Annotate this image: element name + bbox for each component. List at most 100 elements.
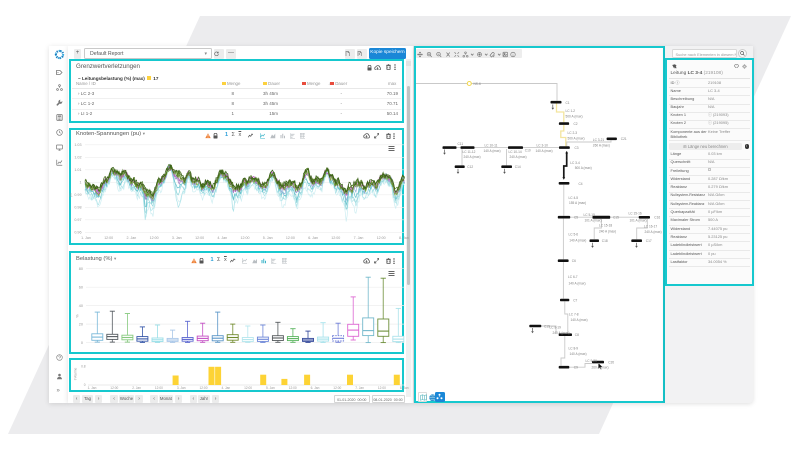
- svg-text:140 A (max): 140 A (max): [571, 318, 588, 322]
- svg-text:C5: C5: [574, 216, 578, 220]
- svg-text:4. Jan: 4. Jan: [221, 386, 230, 390]
- svg-text:5. Jan: 5. Jan: [266, 386, 275, 390]
- svg-text:LC 7-8: LC 7-8: [569, 312, 579, 316]
- svg-text:60: 60: [79, 286, 83, 290]
- svg-text:LC 3-10: LC 3-10: [537, 143, 549, 147]
- svg-text:LC 16-17: LC 16-17: [644, 225, 657, 229]
- svg-text:12:00: 12:00: [195, 236, 204, 240]
- svg-text:500 A (max): 500 A (max): [566, 115, 583, 119]
- svg-text:3. Jan: 3. Jan: [177, 386, 186, 390]
- svg-text:C21: C21: [621, 137, 627, 141]
- svg-text:%: %: [76, 314, 80, 318]
- svg-text:12:00: 12:00: [378, 386, 386, 390]
- svg-text:140 A (max): 140 A (max): [536, 149, 553, 153]
- svg-text:0.8: 0.8: [81, 365, 86, 369]
- svg-text:C17: C17: [646, 239, 652, 243]
- svg-text:12:00: 12:00: [104, 236, 113, 240]
- svg-text:12:00: 12:00: [286, 236, 295, 240]
- svg-text:LC 2-3: LC 2-3: [568, 131, 578, 135]
- svg-text:3. Jan: 3. Jan: [172, 236, 182, 240]
- svg-text:LC 9-20: LC 9-20: [586, 359, 598, 363]
- svg-text:C3: C3: [575, 146, 579, 150]
- svg-text:0: 0: [84, 383, 86, 387]
- svg-text:5. Jan: 5. Jan: [263, 236, 273, 240]
- svg-text:LC 4-5: LC 4-5: [569, 196, 579, 200]
- svg-text:C16: C16: [654, 216, 660, 220]
- svg-text:LC 10-11: LC 10-11: [485, 143, 498, 147]
- svg-text:C7: C7: [573, 299, 577, 303]
- svg-text:12:00: 12:00: [241, 236, 250, 240]
- svg-text:C8: C8: [575, 333, 579, 337]
- svg-text:12:00: 12:00: [150, 236, 159, 240]
- svg-text:LC 15-16: LC 15-16: [629, 212, 642, 216]
- svg-text:12:00: 12:00: [333, 386, 341, 390]
- svg-text:6. Jan: 6. Jan: [311, 386, 320, 390]
- svg-text:2. Jan: 2. Jan: [132, 386, 141, 390]
- svg-text:12:00: 12:00: [110, 386, 118, 390]
- svg-text:12:00: 12:00: [289, 386, 297, 390]
- svg-text:1.02: 1.02: [74, 156, 81, 160]
- svg-text:1.01: 1.01: [74, 168, 81, 172]
- svg-text:1.03: 1.03: [74, 143, 81, 147]
- svg-text:12:00: 12:00: [377, 236, 386, 240]
- svg-text:2. Jan: 2. Jan: [127, 236, 137, 240]
- svg-text:C10: C10: [525, 149, 531, 153]
- svg-text:0.99: 0.99: [74, 193, 81, 197]
- svg-text:1. Jan: 1. Jan: [88, 386, 97, 390]
- svg-text:7. Jan: 7. Jan: [354, 236, 364, 240]
- svg-text:500 A (max): 500 A (max): [575, 166, 592, 170]
- svg-text:12:00: 12:00: [331, 236, 340, 240]
- svg-text:8. Jan: 8. Jan: [399, 236, 409, 240]
- svg-text:C19: C19: [544, 325, 550, 329]
- svg-text:40: 40: [79, 304, 83, 308]
- svg-text:8. Jan: 8. Jan: [400, 386, 409, 390]
- svg-text:12:00: 12:00: [200, 386, 208, 390]
- svg-text:240 A (max): 240 A (max): [645, 230, 662, 234]
- svg-text:240 A (max): 240 A (max): [553, 331, 570, 335]
- svg-text:LC 8-19: LC 8-19: [550, 326, 562, 330]
- svg-text:101 A (max): 101 A (max): [630, 218, 647, 222]
- svg-text:240 A (max): 240 A (max): [599, 229, 616, 233]
- svg-text:pu: pu: [69, 193, 73, 197]
- svg-text:C11: C11: [458, 142, 464, 146]
- svg-text:LC 15-18: LC 15-18: [599, 224, 612, 228]
- svg-text:LC 3-21: LC 3-21: [593, 138, 605, 142]
- svg-text:12:00: 12:00: [155, 386, 163, 390]
- svg-text:240 A (max): 240 A (max): [510, 155, 527, 159]
- svg-text:155 A (max): 155 A (max): [569, 201, 586, 205]
- svg-text:C15: C15: [613, 216, 619, 220]
- svg-text:80: 80: [79, 267, 83, 271]
- svg-text:C4: C4: [579, 182, 583, 186]
- svg-text:20: 20: [79, 322, 83, 326]
- svg-text:0.96: 0.96: [74, 231, 81, 235]
- svg-text:C18: C18: [602, 239, 608, 243]
- svg-text:140 A (max): 140 A (max): [569, 239, 586, 243]
- svg-text:240 A (max): 240 A (max): [464, 155, 481, 159]
- svg-text:C14: C14: [515, 165, 521, 169]
- svg-text:0.97: 0.97: [74, 218, 81, 222]
- svg-text:0: 0: [81, 341, 83, 345]
- svg-text:140 A (max): 140 A (max): [570, 352, 587, 356]
- svg-text:LC 11-12: LC 11-12: [463, 150, 476, 154]
- svg-text:C12: C12: [467, 165, 473, 169]
- svg-text:0.98: 0.98: [74, 206, 81, 210]
- svg-text:LC 3-4: LC 3-4: [570, 161, 580, 165]
- svg-text:4. Jan: 4. Jan: [217, 236, 227, 240]
- svg-text:LC 5-6: LC 5-6: [569, 232, 579, 236]
- svg-text:C20: C20: [608, 361, 614, 365]
- svg-text:C9: C9: [574, 366, 578, 370]
- svg-text:LC 1-2: LC 1-2: [566, 109, 576, 113]
- svg-text:140 A (max): 140 A (max): [484, 149, 501, 153]
- svg-text:LC 5-15: LC 5-15: [584, 213, 596, 217]
- svg-text:12:00: 12:00: [244, 386, 252, 390]
- svg-text:1: 1: [79, 181, 81, 185]
- svg-text:C2: C2: [574, 122, 578, 126]
- svg-text:260 A (max): 260 A (max): [593, 143, 610, 147]
- svg-text:6. Jan: 6. Jan: [308, 236, 318, 240]
- svg-text:101 A (max): 101 A (max): [585, 218, 602, 222]
- svg-text:LC 8-9: LC 8-9: [569, 346, 579, 350]
- svg-text:7. Jan: 7. Jan: [355, 386, 364, 390]
- svg-text:NS-6: NS-6: [474, 82, 481, 86]
- svg-text:1. Jan: 1. Jan: [81, 236, 91, 240]
- svg-text:C1: C1: [566, 101, 570, 105]
